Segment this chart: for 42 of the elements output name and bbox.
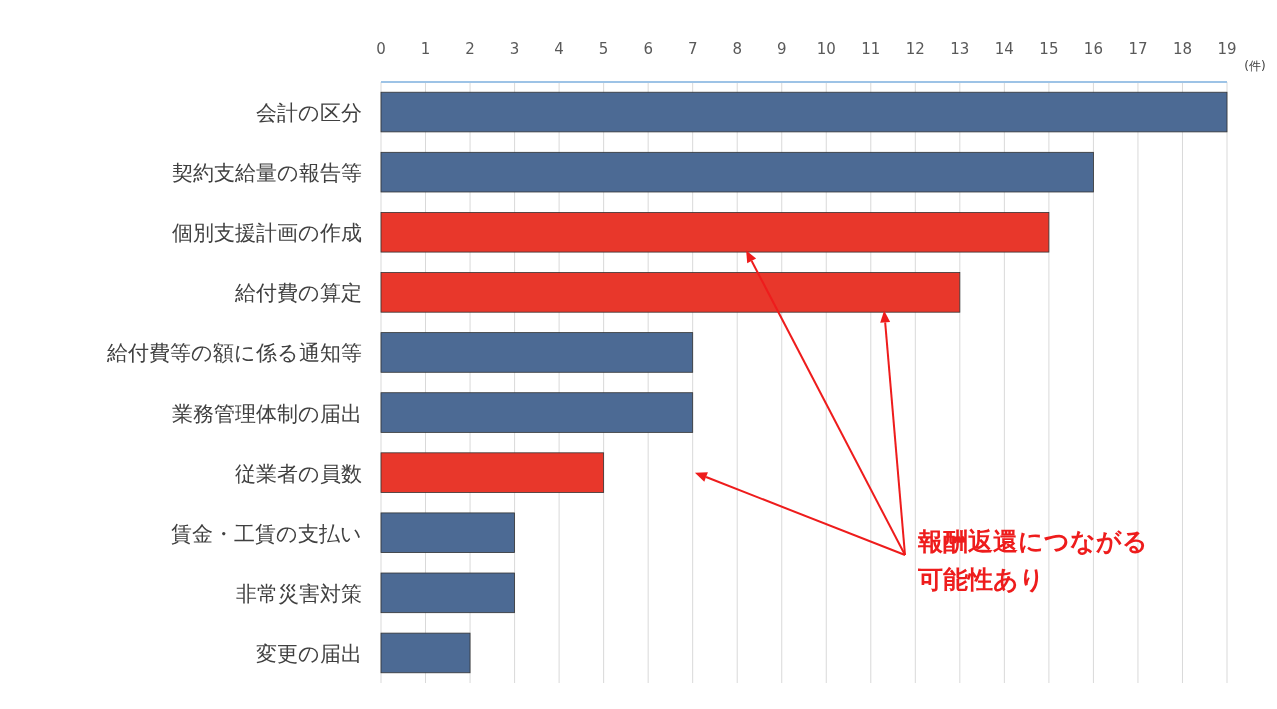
y-tick-label: 個別支援計画の作成 (172, 221, 362, 246)
bar (380, 151, 1094, 193)
y-tick-label: 変更の届出 (256, 641, 362, 666)
bar (380, 91, 1228, 133)
x-tick-label: 15 (1039, 40, 1059, 58)
x-tick-label: 13 (950, 40, 970, 58)
x-tick-label: 2 (465, 40, 475, 58)
y-tick-label: 従業者の員数 (235, 461, 362, 486)
x-tick-label: 18 (1172, 40, 1193, 58)
x-tick-label: 6 (643, 40, 653, 58)
x-tick-label: 11 (861, 40, 881, 58)
x-tick-label: 12 (905, 40, 925, 58)
bar (380, 632, 471, 674)
bar (380, 392, 694, 433)
bar (380, 272, 961, 313)
x-tick-label: 16 (1083, 40, 1103, 58)
x-tick-label: 8 (732, 40, 742, 58)
bar (380, 452, 605, 493)
bar (380, 332, 694, 373)
y-tick-label: 業務管理体制の届出 (172, 401, 362, 426)
x-tick-label: 19 (1217, 40, 1237, 58)
x-tick-label: 7 (687, 40, 698, 58)
bar (380, 212, 1050, 253)
x-tick-label: 3 (509, 40, 520, 58)
bar (380, 572, 515, 614)
annotation: 報酬返還につながる可能性あり (917, 527, 1148, 594)
x-tick-label: 4 (554, 40, 564, 58)
x-tick-label: 9 (776, 40, 787, 58)
y-tick-label: 賃金・工賃の支払い (171, 521, 362, 546)
x-tick-label: 17 (1128, 40, 1148, 58)
x-tick-label: 5 (598, 40, 609, 58)
x-tick-label: 14 (994, 40, 1014, 58)
y-tick-label: 契約支給量の報告等 (172, 161, 362, 186)
x-tick-label: 1 (420, 40, 431, 58)
bar (380, 512, 515, 553)
y-tick-label: 非常災害対策 (236, 581, 362, 606)
y-tick-label: 給付費等の額に係る通知等 (106, 341, 362, 366)
y-tick-label: 会計の区分 (256, 101, 362, 126)
x-axis-title: (件) (1244, 59, 1266, 73)
y-tick-label: 給付費の算定 (234, 281, 362, 306)
x-tick-label: 10 (816, 40, 836, 58)
x-tick-label: 0 (376, 40, 386, 58)
